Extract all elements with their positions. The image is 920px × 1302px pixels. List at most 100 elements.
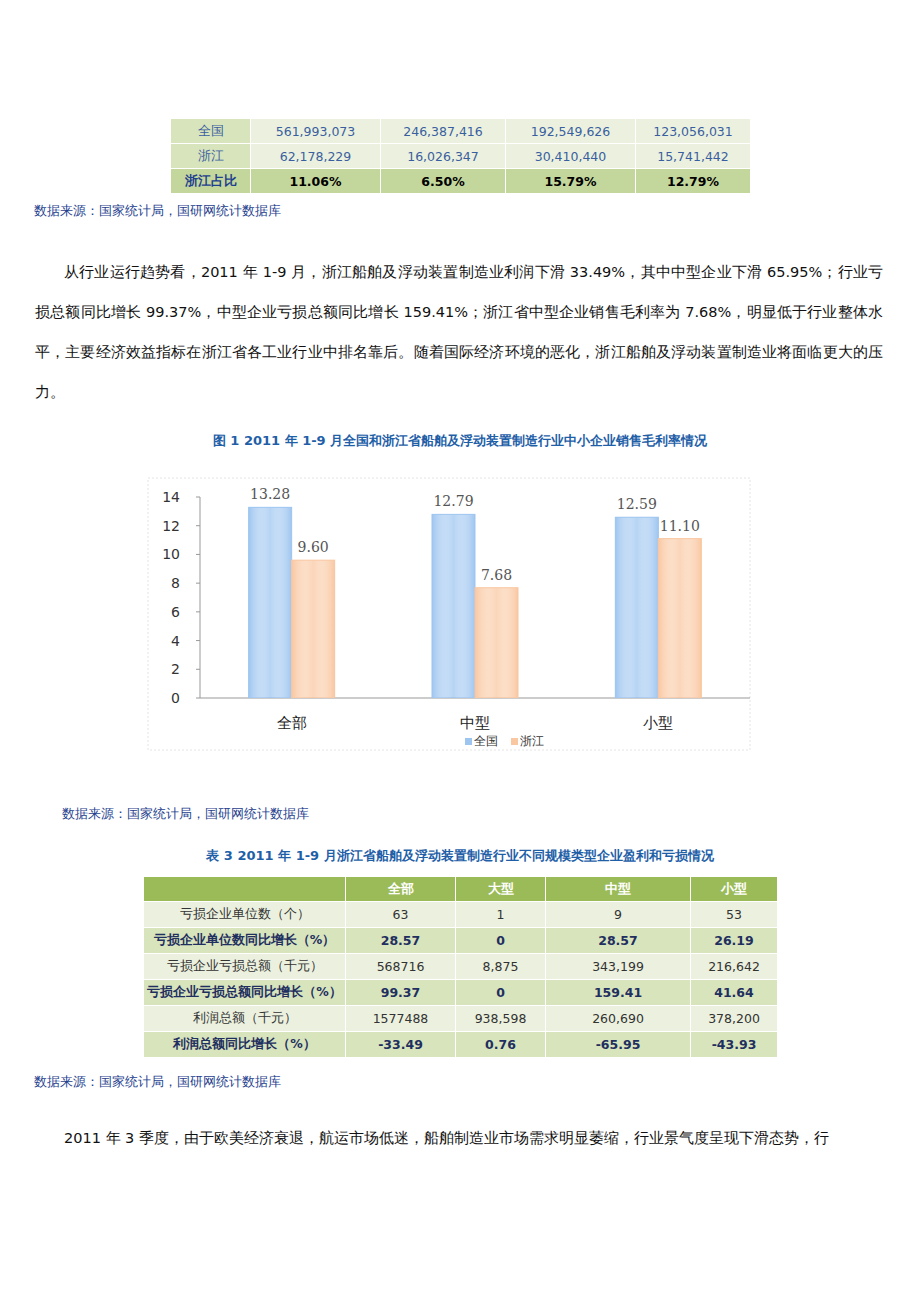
- table-cell: 1: [456, 902, 546, 928]
- table-row: 浙江62,178,22916,026,34730,410,44015,741,4…: [171, 144, 751, 169]
- table-cell: 亏损企业单位数（个）: [144, 902, 346, 928]
- table-cell: 216,642: [691, 954, 778, 980]
- y-tick-label: 0: [171, 690, 180, 706]
- paragraph: 2011 年 3 季度，由于欧美经济衰退，航运市场低迷，船舶制造业市场需求明显萎…: [35, 1118, 883, 1158]
- y-tick: [196, 583, 200, 584]
- table-cell: 159.41: [546, 980, 691, 1006]
- table-cell: 9: [546, 902, 691, 928]
- bar-fill: [249, 507, 292, 698]
- y-tick: [196, 497, 200, 498]
- table-cell: 41.64: [691, 980, 778, 1006]
- bar: [658, 539, 701, 698]
- header-cell: 中型: [546, 877, 691, 902]
- table-row: 浙江占比11.06%6.50%15.79%12.79%: [171, 169, 751, 194]
- table-cell: 378,200: [691, 1006, 778, 1032]
- data-label: 12.79: [433, 493, 473, 509]
- table-cell: 6.50%: [381, 169, 506, 194]
- table-cell: -33.49: [346, 1032, 456, 1058]
- bar: [615, 517, 658, 698]
- y-tick-label: 14: [162, 489, 180, 505]
- y-tick: [196, 698, 200, 699]
- table-cell: 利润总额（千元）: [144, 1006, 346, 1032]
- header-cell: 小型: [691, 877, 778, 902]
- table-cell: 8,875: [456, 954, 546, 980]
- x-tick-label: 全部: [277, 714, 307, 732]
- table-cell: 192,549,626: [506, 119, 636, 144]
- table-cell: 11.06%: [251, 169, 381, 194]
- y-tick: [196, 554, 200, 555]
- table-cell: 15,741,442: [636, 144, 751, 169]
- source-note: 数据来源：国家统计局，国研网统计数据库: [62, 806, 309, 823]
- bars: [249, 507, 702, 698]
- table-cell: -65.95: [546, 1032, 691, 1058]
- data-label: 7.68: [481, 567, 512, 583]
- chart-frame: [148, 478, 750, 750]
- y-tick: [196, 611, 200, 612]
- table-cell: 343,199: [546, 954, 691, 980]
- y-tick-label: 12: [162, 518, 180, 534]
- table-cell: 0: [456, 928, 546, 954]
- x-tick-label: 中型: [460, 714, 490, 732]
- y-tick: [196, 525, 200, 526]
- table-cell: 28.57: [546, 928, 691, 954]
- table-cell: 26.19: [691, 928, 778, 954]
- bar-fill: [615, 517, 658, 698]
- table-cell: 0.76: [456, 1032, 546, 1058]
- bar-fill: [658, 539, 701, 698]
- table-row: 亏损企业亏损总额同比增长（%）99.370159.4141.64: [144, 980, 778, 1006]
- table-cell: 浙江: [171, 144, 251, 169]
- table-cell: 30,410,440: [506, 144, 636, 169]
- bar-fill: [432, 514, 475, 698]
- table-row: 利润总额（千元）1577488938,598260,690378,200: [144, 1006, 778, 1032]
- data-label: 12.59: [617, 496, 657, 512]
- table-cell: 12.79%: [636, 169, 751, 194]
- table-cell: 1577488: [346, 1006, 456, 1032]
- table-cell: 53: [691, 902, 778, 928]
- table-cell: 260,690: [546, 1006, 691, 1032]
- table-cell: 561,993,073: [251, 119, 381, 144]
- y-tick-label: 6: [171, 604, 180, 620]
- paragraph: 从行业运行趋势看，2011 年 1-9 月，浙江船舶及浮动装置制造业利润下滑 3…: [35, 252, 883, 412]
- table-cell: 16,026,347: [381, 144, 506, 169]
- table-cell: 0: [456, 980, 546, 1006]
- table-cell: 62,178,229: [251, 144, 381, 169]
- data-label: 11.10: [660, 518, 700, 534]
- y-tick-label: 10: [162, 546, 180, 562]
- table-3: 全部大型中型小型亏损企业单位数（个）631953亏损企业单位数同比增长（%）28…: [143, 876, 778, 1058]
- x-tick-label: 小型: [643, 714, 673, 732]
- table-cell: 99.37: [346, 980, 456, 1006]
- y-tick-label: 4: [171, 633, 180, 649]
- bar: [292, 560, 335, 698]
- table-cell: 15.79%: [506, 169, 636, 194]
- table-cell: 938,598: [456, 1006, 546, 1032]
- table-cell: 浙江占比: [171, 169, 251, 194]
- bar: [432, 514, 475, 698]
- table-cell: 123,056,031: [636, 119, 751, 144]
- legend-swatch: [511, 738, 518, 745]
- table-title: 表 3 2011 年 1-9 月浙江省船舶及浮动装置制造行业不同规模类型企业盈利…: [0, 847, 920, 865]
- table-cell: 利润总额同比增长（%）: [144, 1032, 346, 1058]
- bar-fill: [292, 560, 335, 698]
- y-axis: [200, 497, 201, 698]
- table-row: 亏损企业亏损总额（千元）5687168,875343,199216,642: [144, 954, 778, 980]
- chart-title: 图 1 2011 年 1-9 月全国和浙江省船舶及浮动装置制造行业中小企业销售毛…: [0, 432, 920, 450]
- table-header: 全部大型中型小型: [144, 877, 778, 902]
- table-cell: 亏损企业单位数同比增长（%）: [144, 928, 346, 954]
- legend-label: 全国: [474, 734, 498, 748]
- table-row: 亏损企业单位数（个）631953: [144, 902, 778, 928]
- table-cell: 全国: [171, 119, 251, 144]
- legend-label: 浙江: [520, 734, 544, 748]
- table-cell: 568716: [346, 954, 456, 980]
- table-cell: 63: [346, 902, 456, 928]
- source-note: 数据来源：国家统计局，国研网统计数据库: [34, 1074, 281, 1091]
- table-cell: -43.93: [691, 1032, 778, 1058]
- table-cell: 亏损企业亏损总额（千元）: [144, 954, 346, 980]
- data-label: 9.60: [298, 539, 329, 555]
- legend-swatch: [465, 738, 472, 745]
- bar: [475, 588, 518, 698]
- top-table: 全国561,993,073246,387,416192,549,626123,0…: [170, 118, 751, 194]
- y-tick-label: 8: [171, 575, 180, 591]
- y-tick: [196, 640, 200, 641]
- data-label: 13.28: [250, 486, 290, 502]
- header-cell: [144, 877, 346, 902]
